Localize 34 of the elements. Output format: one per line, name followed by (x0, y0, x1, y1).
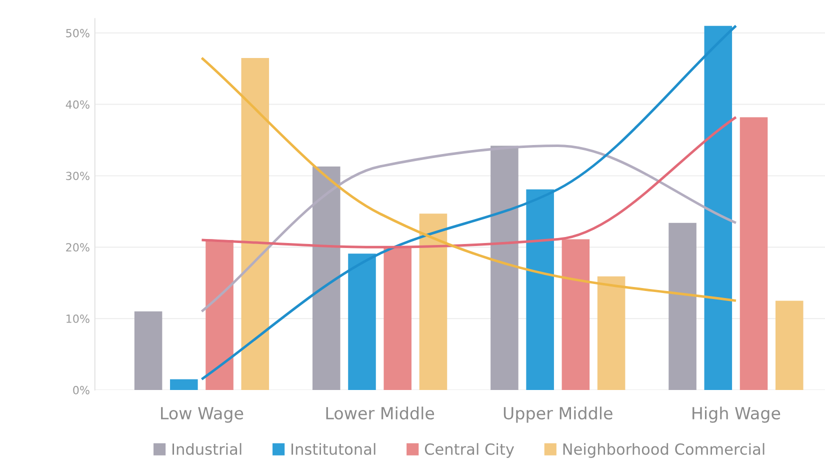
bar (562, 239, 590, 390)
bar (419, 214, 448, 390)
y-tick-label: 30% (66, 172, 90, 180)
bar (775, 300, 804, 390)
legend-label: Neighborhood Commercial (563, 443, 764, 458)
bar (134, 311, 162, 390)
line-series (200, 56, 738, 302)
line-series (200, 144, 738, 313)
y-tick-label: 10% (66, 314, 90, 323)
bar (170, 379, 198, 390)
bar (490, 146, 518, 390)
legend-label: Central City (424, 443, 514, 458)
bar (526, 189, 554, 390)
bar (241, 58, 270, 390)
bar (384, 247, 412, 390)
y-tick-label: 0% (73, 386, 90, 394)
line-series (200, 24, 738, 380)
bar (668, 222, 696, 390)
legend-label: Institutonal (292, 443, 376, 455)
bar (312, 166, 340, 390)
x-tick-label: Upper Middle (504, 406, 612, 423)
bar (597, 276, 626, 390)
x-tick-label: High Wage (692, 406, 780, 423)
line-series (200, 116, 738, 248)
bar (348, 254, 376, 390)
x-tick-label: Lower Middle (326, 406, 434, 420)
x-tick-label: Low Wage (161, 407, 244, 423)
y-tick-label: 20% (66, 243, 90, 252)
bar (740, 117, 768, 390)
y-tick-label: 50% (66, 28, 90, 38)
legend-label: Industrial (172, 443, 242, 455)
y-tick-label: 40% (66, 100, 90, 109)
bar (704, 26, 732, 390)
bar (206, 240, 234, 390)
